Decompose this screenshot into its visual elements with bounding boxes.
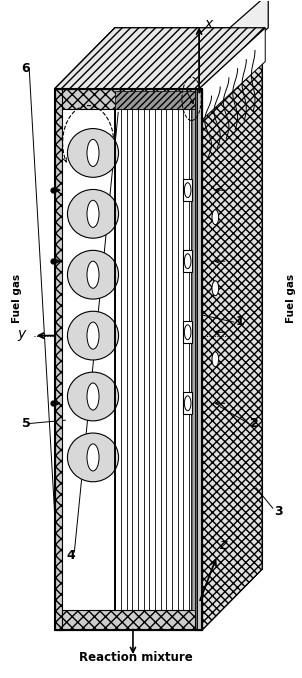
Circle shape bbox=[87, 444, 99, 471]
Bar bbox=[194, 89, 202, 630]
Ellipse shape bbox=[67, 250, 119, 299]
Ellipse shape bbox=[67, 189, 119, 238]
Bar bbox=[183, 250, 192, 272]
Text: Fuel gas: Fuel gas bbox=[12, 274, 22, 323]
Polygon shape bbox=[115, 28, 262, 569]
Bar bbox=[183, 321, 192, 343]
Circle shape bbox=[87, 383, 99, 410]
Ellipse shape bbox=[67, 433, 119, 482]
Circle shape bbox=[87, 261, 99, 288]
Text: 1: 1 bbox=[235, 315, 244, 328]
Bar bbox=[115, 28, 262, 48]
Bar bbox=[115, 549, 262, 569]
Text: $x$: $x$ bbox=[204, 18, 214, 31]
Circle shape bbox=[87, 200, 99, 227]
Polygon shape bbox=[55, 569, 262, 630]
Circle shape bbox=[184, 325, 191, 340]
Circle shape bbox=[212, 352, 219, 367]
Polygon shape bbox=[199, 28, 265, 123]
Text: Fuel gas: Fuel gas bbox=[286, 274, 296, 323]
Bar bbox=[55, 89, 202, 630]
Bar bbox=[55, 610, 202, 630]
Ellipse shape bbox=[67, 129, 119, 177]
Circle shape bbox=[212, 281, 219, 296]
Circle shape bbox=[87, 140, 99, 167]
Bar bbox=[183, 393, 192, 414]
Text: $z$: $z$ bbox=[219, 538, 229, 552]
Circle shape bbox=[184, 396, 191, 411]
Bar bbox=[115, 28, 122, 569]
Circle shape bbox=[184, 182, 191, 197]
Bar bbox=[62, 109, 194, 610]
Text: Reaction mixture: Reaction mixture bbox=[79, 650, 193, 664]
Bar bbox=[191, 109, 194, 610]
Polygon shape bbox=[199, 0, 268, 89]
Bar bbox=[255, 28, 262, 569]
Polygon shape bbox=[202, 28, 262, 630]
Text: 4: 4 bbox=[67, 549, 76, 562]
Text: 5: 5 bbox=[22, 417, 31, 430]
Circle shape bbox=[184, 254, 191, 268]
Bar bbox=[183, 179, 192, 201]
Text: 3: 3 bbox=[274, 505, 283, 518]
Bar bbox=[115, 91, 194, 109]
Polygon shape bbox=[55, 28, 262, 89]
Ellipse shape bbox=[67, 372, 119, 421]
Ellipse shape bbox=[67, 311, 119, 360]
Bar bbox=[55, 89, 202, 109]
Polygon shape bbox=[55, 28, 265, 89]
Text: 2: 2 bbox=[250, 417, 259, 430]
Circle shape bbox=[212, 210, 219, 224]
Bar bbox=[55, 89, 62, 630]
Circle shape bbox=[87, 322, 99, 349]
Text: 6: 6 bbox=[22, 62, 31, 75]
Text: $y$: $y$ bbox=[17, 328, 28, 343]
